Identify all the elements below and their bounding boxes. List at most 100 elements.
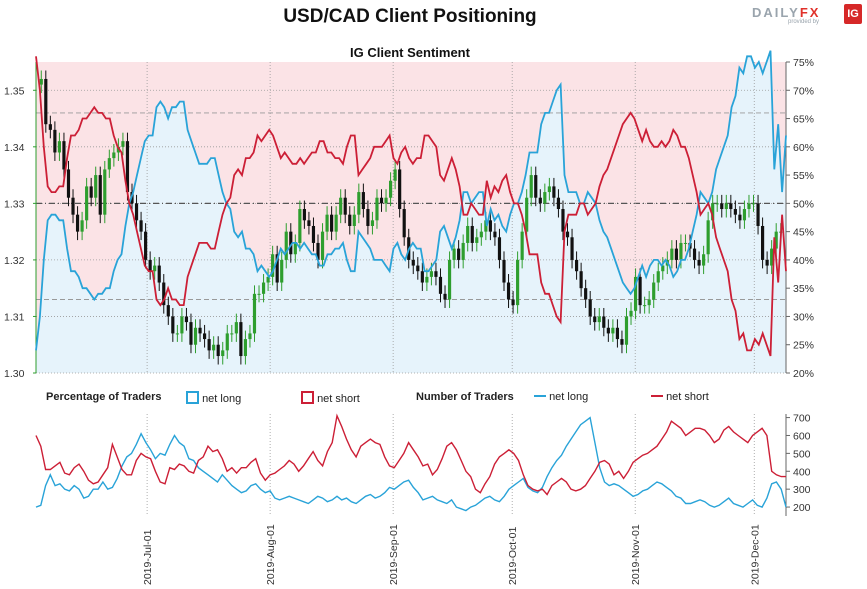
candle-body	[697, 259, 701, 266]
candle-body	[98, 175, 102, 215]
candle-body	[116, 146, 120, 153]
candle-body	[760, 225, 765, 260]
price-tick-label: 1.34	[4, 142, 25, 154]
candle-body	[443, 293, 447, 300]
candle-body	[447, 259, 452, 300]
date-tick-label: 2019-Oct-01	[507, 526, 519, 585]
candle-body	[484, 220, 488, 232]
candle-body	[311, 225, 316, 243]
price-tick-label: 1.32	[4, 255, 25, 267]
candle-body	[289, 231, 293, 255]
candle-body	[39, 78, 43, 85]
candle-body	[574, 259, 579, 272]
pct-tick-label: 50%	[793, 198, 814, 210]
candle-body	[271, 254, 275, 277]
candle-body	[674, 248, 678, 260]
legend-pct-short-swatch	[301, 391, 314, 404]
candle-body	[615, 327, 620, 340]
candle-body	[266, 276, 270, 283]
count-tick-label: 300	[793, 484, 811, 496]
candle-body	[552, 186, 556, 198]
candle-body	[765, 259, 769, 266]
candle-body	[511, 299, 515, 306]
candle-body	[284, 231, 288, 260]
net-short-count-line	[35, 413, 786, 496]
candle-body	[153, 265, 157, 272]
candle-body	[729, 203, 733, 210]
candle-body	[144, 231, 148, 260]
candle-body	[343, 197, 347, 215]
candle-body	[656, 271, 660, 283]
date-tick-label: 2019-Jul-01	[142, 529, 154, 585]
count-tick-label: 400	[793, 466, 811, 478]
candle-body	[293, 242, 297, 255]
pct-tick-label: 60%	[793, 142, 814, 154]
ig-badge: IG	[844, 4, 862, 24]
candle-body	[316, 242, 320, 260]
candle-body	[570, 237, 574, 260]
candle-body	[357, 192, 361, 215]
candle-body	[643, 305, 647, 307]
candle-body	[402, 209, 406, 238]
candle-body	[379, 197, 384, 204]
count-tick-label: 600	[793, 430, 811, 442]
count-tick-label: 200	[793, 502, 811, 514]
candle-body	[502, 259, 506, 283]
candle-body	[429, 271, 434, 277]
candle-body	[162, 282, 166, 306]
candle-body	[339, 197, 343, 215]
candle-body	[75, 214, 80, 232]
candle-body	[121, 141, 125, 147]
candle-body	[416, 265, 420, 272]
candle-body	[252, 293, 257, 334]
candle-body	[125, 141, 130, 193]
candle-body	[706, 220, 710, 255]
candle-body	[103, 169, 107, 215]
candle-body	[747, 203, 751, 210]
count-tick-label: 700	[793, 413, 811, 425]
price-tick-label: 1.35	[4, 85, 25, 97]
candle-body	[198, 327, 202, 334]
candle-body	[770, 248, 774, 266]
candle-body	[275, 254, 279, 283]
candle-body	[157, 265, 161, 283]
candle-body	[62, 141, 66, 170]
candle-body	[44, 78, 48, 125]
candle-body	[565, 231, 570, 238]
candle-body	[239, 322, 243, 357]
candle-body	[724, 203, 728, 210]
candle-body	[606, 327, 610, 334]
candle-body	[80, 220, 84, 232]
candle-body	[193, 327, 198, 345]
price-tick-label: 1.31	[4, 311, 25, 323]
candle-body	[638, 276, 642, 306]
candle-body	[438, 276, 443, 294]
candle-body	[670, 248, 674, 260]
candle-body	[361, 192, 365, 210]
candle-body	[352, 214, 356, 226]
candle-body	[202, 333, 207, 340]
candle-body	[602, 316, 606, 328]
legend-pct-short: net short	[301, 391, 360, 407]
pct-tick-label: 45%	[793, 227, 814, 239]
candle-body	[593, 316, 597, 323]
candle-body	[207, 339, 211, 351]
candle-body	[171, 316, 175, 334]
candle-body	[375, 197, 379, 221]
legend-num-long: net long	[534, 391, 588, 407]
candle-body	[66, 169, 71, 198]
candle-body	[624, 316, 629, 345]
net-long-area	[36, 50, 786, 373]
net-long-pct-line	[35, 50, 787, 351]
brand-wordmark: DAILYFX	[752, 5, 821, 20]
legend-num-short-swatch	[651, 395, 663, 397]
candle-body	[366, 209, 370, 226]
candle-body	[298, 209, 302, 243]
candle-body	[529, 175, 533, 198]
candle-body	[420, 271, 424, 283]
candle-body	[139, 220, 143, 232]
candle-body	[742, 209, 747, 221]
chart-subtitle: IG Client Sentiment	[350, 45, 470, 60]
candle-body	[534, 175, 538, 198]
